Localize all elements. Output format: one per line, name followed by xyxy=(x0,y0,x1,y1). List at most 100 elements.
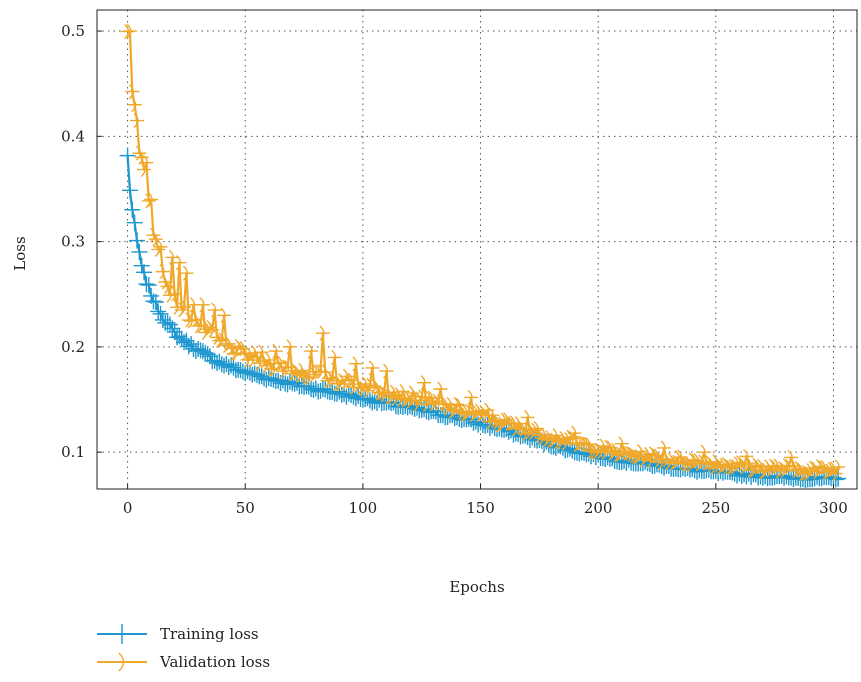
series-1-point-142 xyxy=(454,404,469,420)
series-1-point-13 xyxy=(151,241,166,258)
series-1-point-76 xyxy=(299,369,314,385)
series-1-point-131 xyxy=(428,393,443,409)
series-1-point-245 xyxy=(697,444,712,460)
series-1-point-117 xyxy=(395,383,410,399)
series-1-point-150 xyxy=(473,406,488,422)
series-0-point-12 xyxy=(147,294,164,311)
series-1-point-281 xyxy=(781,459,796,475)
y-axis-label: Loss xyxy=(11,236,29,270)
series-1-point-12 xyxy=(148,231,163,247)
x-tick-label-3: 150 xyxy=(466,499,495,517)
series-0-point-1 xyxy=(121,182,138,199)
series-1-point-61 xyxy=(264,360,279,376)
series-1-point-5 xyxy=(132,145,147,161)
series-1-point-57 xyxy=(254,344,269,360)
legend-item-training: Training loss xyxy=(97,624,259,644)
series-0-point-2 xyxy=(124,201,141,218)
series-1-point-124 xyxy=(412,392,427,408)
legend-item-validation: Validation loss xyxy=(97,652,270,672)
series-1-point-45 xyxy=(226,346,241,362)
series-1-point-247 xyxy=(701,455,716,471)
x-tick-label-2: 100 xyxy=(349,499,378,517)
legend-marker-validation xyxy=(118,652,125,672)
plot-frame xyxy=(96,9,858,490)
series-1-point-184 xyxy=(553,434,568,450)
series-0-point-0 xyxy=(119,147,136,164)
series-1 xyxy=(120,23,846,482)
series-1-point-9 xyxy=(141,193,156,209)
series-1-point-256 xyxy=(722,460,737,476)
series-1-point-8 xyxy=(139,155,154,171)
series-0-point-19 xyxy=(164,320,181,337)
series-1-point-63 xyxy=(268,343,283,359)
y-tick-label-2: 0.3 xyxy=(61,233,85,251)
series-1-point-36 xyxy=(205,322,220,338)
series-1-point-282 xyxy=(784,449,799,465)
series-0-point-6 xyxy=(133,257,150,274)
y-tick-label-0: 0.1 xyxy=(61,443,85,461)
series-1-point-240 xyxy=(685,452,700,468)
series-1-point-110 xyxy=(379,363,394,379)
series-0-point-4 xyxy=(129,232,145,249)
series-0-point-7 xyxy=(136,264,153,281)
series-1-point-4 xyxy=(130,113,144,129)
series-1-point-69 xyxy=(282,339,297,355)
series-1-point-23 xyxy=(174,302,189,318)
series-1-point-215 xyxy=(626,448,641,464)
series-1-point-1 xyxy=(122,23,137,39)
series-1-point-17 xyxy=(160,278,175,294)
axis-ticks: 0 50 100 150 200 250 300 0.1 0.2 0.3 0.4 0.5 xyxy=(61,22,848,517)
series-0-point-61 xyxy=(263,370,280,387)
series-1-point-140 xyxy=(450,396,464,412)
series-1-point-208 xyxy=(610,447,624,463)
series-1-point-14 xyxy=(153,239,168,255)
series-1-point-210 xyxy=(614,436,629,452)
series-1-point-86 xyxy=(322,370,337,386)
series-0-point-57 xyxy=(253,368,270,385)
series-0-point-5 xyxy=(131,243,148,260)
series-1-point-144 xyxy=(459,405,474,421)
series-1-point-37 xyxy=(207,302,222,318)
series-1-point-70 xyxy=(285,366,300,382)
series-0-point-11 xyxy=(145,293,162,310)
x-axis-label: Epochs xyxy=(449,578,504,596)
series-1-point-125 xyxy=(414,389,429,405)
series-1-point-302 xyxy=(831,459,846,475)
series-0-point-14 xyxy=(152,305,169,322)
series-1-point-104 xyxy=(365,360,380,376)
series-1-point-32 xyxy=(195,297,210,313)
x-tick-label-1: 50 xyxy=(236,499,255,517)
legend-label-validation: Validation loss xyxy=(159,653,270,671)
series-0-point-101 xyxy=(357,391,374,408)
series-1-point-15 xyxy=(155,264,170,280)
series-1-point-11 xyxy=(146,227,161,243)
series-1-point-261 xyxy=(734,457,749,473)
series-1-point-22 xyxy=(172,255,187,271)
series-1-point-60 xyxy=(261,352,276,368)
series-1-point-25 xyxy=(179,265,194,281)
y-tick-label-1: 0.2 xyxy=(61,338,85,356)
series-1-point-193 xyxy=(574,435,589,451)
series-1-point-228 xyxy=(657,440,672,456)
series-1-point-18 xyxy=(162,287,177,303)
series-1-point-10 xyxy=(144,191,159,208)
grid-lines xyxy=(97,10,857,489)
series-1-point-190 xyxy=(567,425,582,441)
series-1-point-242 xyxy=(690,453,704,469)
x-tick-label-6: 300 xyxy=(819,499,848,517)
legend: Training loss Validation loss xyxy=(97,624,270,672)
series-1-point-19 xyxy=(165,249,180,265)
series-1-point-236 xyxy=(675,454,690,470)
series-0-point-18 xyxy=(161,316,178,333)
series-1-point-157 xyxy=(490,414,504,430)
series-0 xyxy=(119,147,847,488)
series-1-point-35 xyxy=(202,319,217,336)
series-1-point-126 xyxy=(417,375,432,391)
series-1-point-27 xyxy=(184,313,199,329)
series-1-point-146 xyxy=(464,389,479,405)
series-1-point-2 xyxy=(125,83,140,100)
series-0-point-9 xyxy=(140,277,157,294)
y-tick-label-3: 0.4 xyxy=(61,127,85,145)
series-0-point-68 xyxy=(279,376,296,393)
series-1-point-133 xyxy=(433,381,448,397)
